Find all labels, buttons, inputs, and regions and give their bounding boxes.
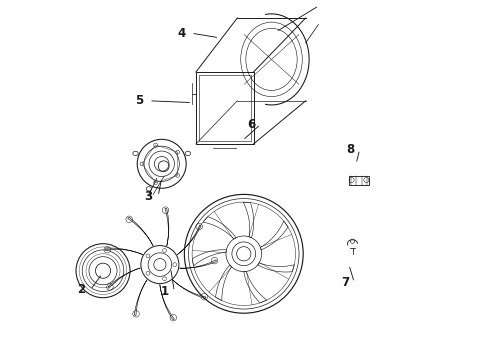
Text: 1: 1: [161, 285, 168, 298]
Bar: [348, 175, 368, 184]
Text: 5: 5: [135, 94, 143, 107]
Text: 4: 4: [177, 27, 185, 40]
Bar: [196, 72, 253, 144]
Bar: [199, 75, 250, 141]
Text: 2: 2: [77, 283, 85, 296]
Text: 3: 3: [144, 190, 152, 203]
Text: 7: 7: [340, 276, 348, 289]
Text: 6: 6: [246, 118, 255, 131]
Text: 8: 8: [346, 143, 354, 156]
